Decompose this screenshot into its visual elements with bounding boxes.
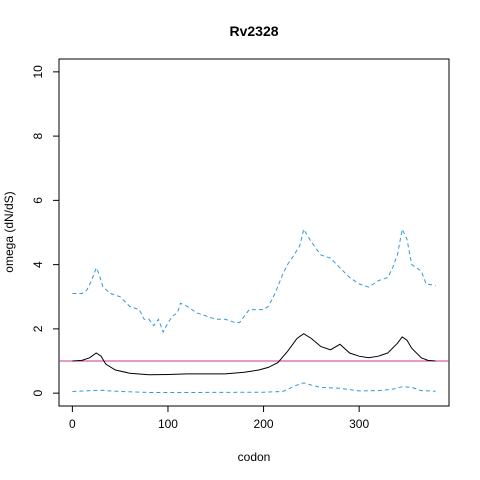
- chart-title: Rv2328: [229, 23, 278, 39]
- y-tick-label: 8: [31, 132, 45, 139]
- x-axis: 0 100 200 300: [69, 405, 369, 431]
- series-line-lower: [72, 382, 436, 393]
- y-tick-label: 0: [31, 389, 45, 396]
- series-line-upper: [72, 227, 436, 334]
- plot-frame: [58, 58, 450, 407]
- y-tick-label: 2: [31, 325, 45, 332]
- x-tick-label: 100: [158, 417, 178, 431]
- x-tick-label: 0: [69, 417, 76, 431]
- x-axis-label: codon: [238, 450, 271, 464]
- series-line-estimate: [72, 333, 436, 376]
- x-tick-label: 300: [349, 417, 369, 431]
- y-tick-label: 10: [31, 65, 45, 79]
- y-axis: 0 2 4 6 8 10: [31, 65, 60, 396]
- y-axis-label: omega (dN/dS): [2, 191, 16, 272]
- y-tick-label: 6: [31, 197, 45, 204]
- x-tick-label: 200: [254, 417, 274, 431]
- plot-area: [59, 227, 449, 393]
- y-tick-label: 4: [31, 261, 45, 268]
